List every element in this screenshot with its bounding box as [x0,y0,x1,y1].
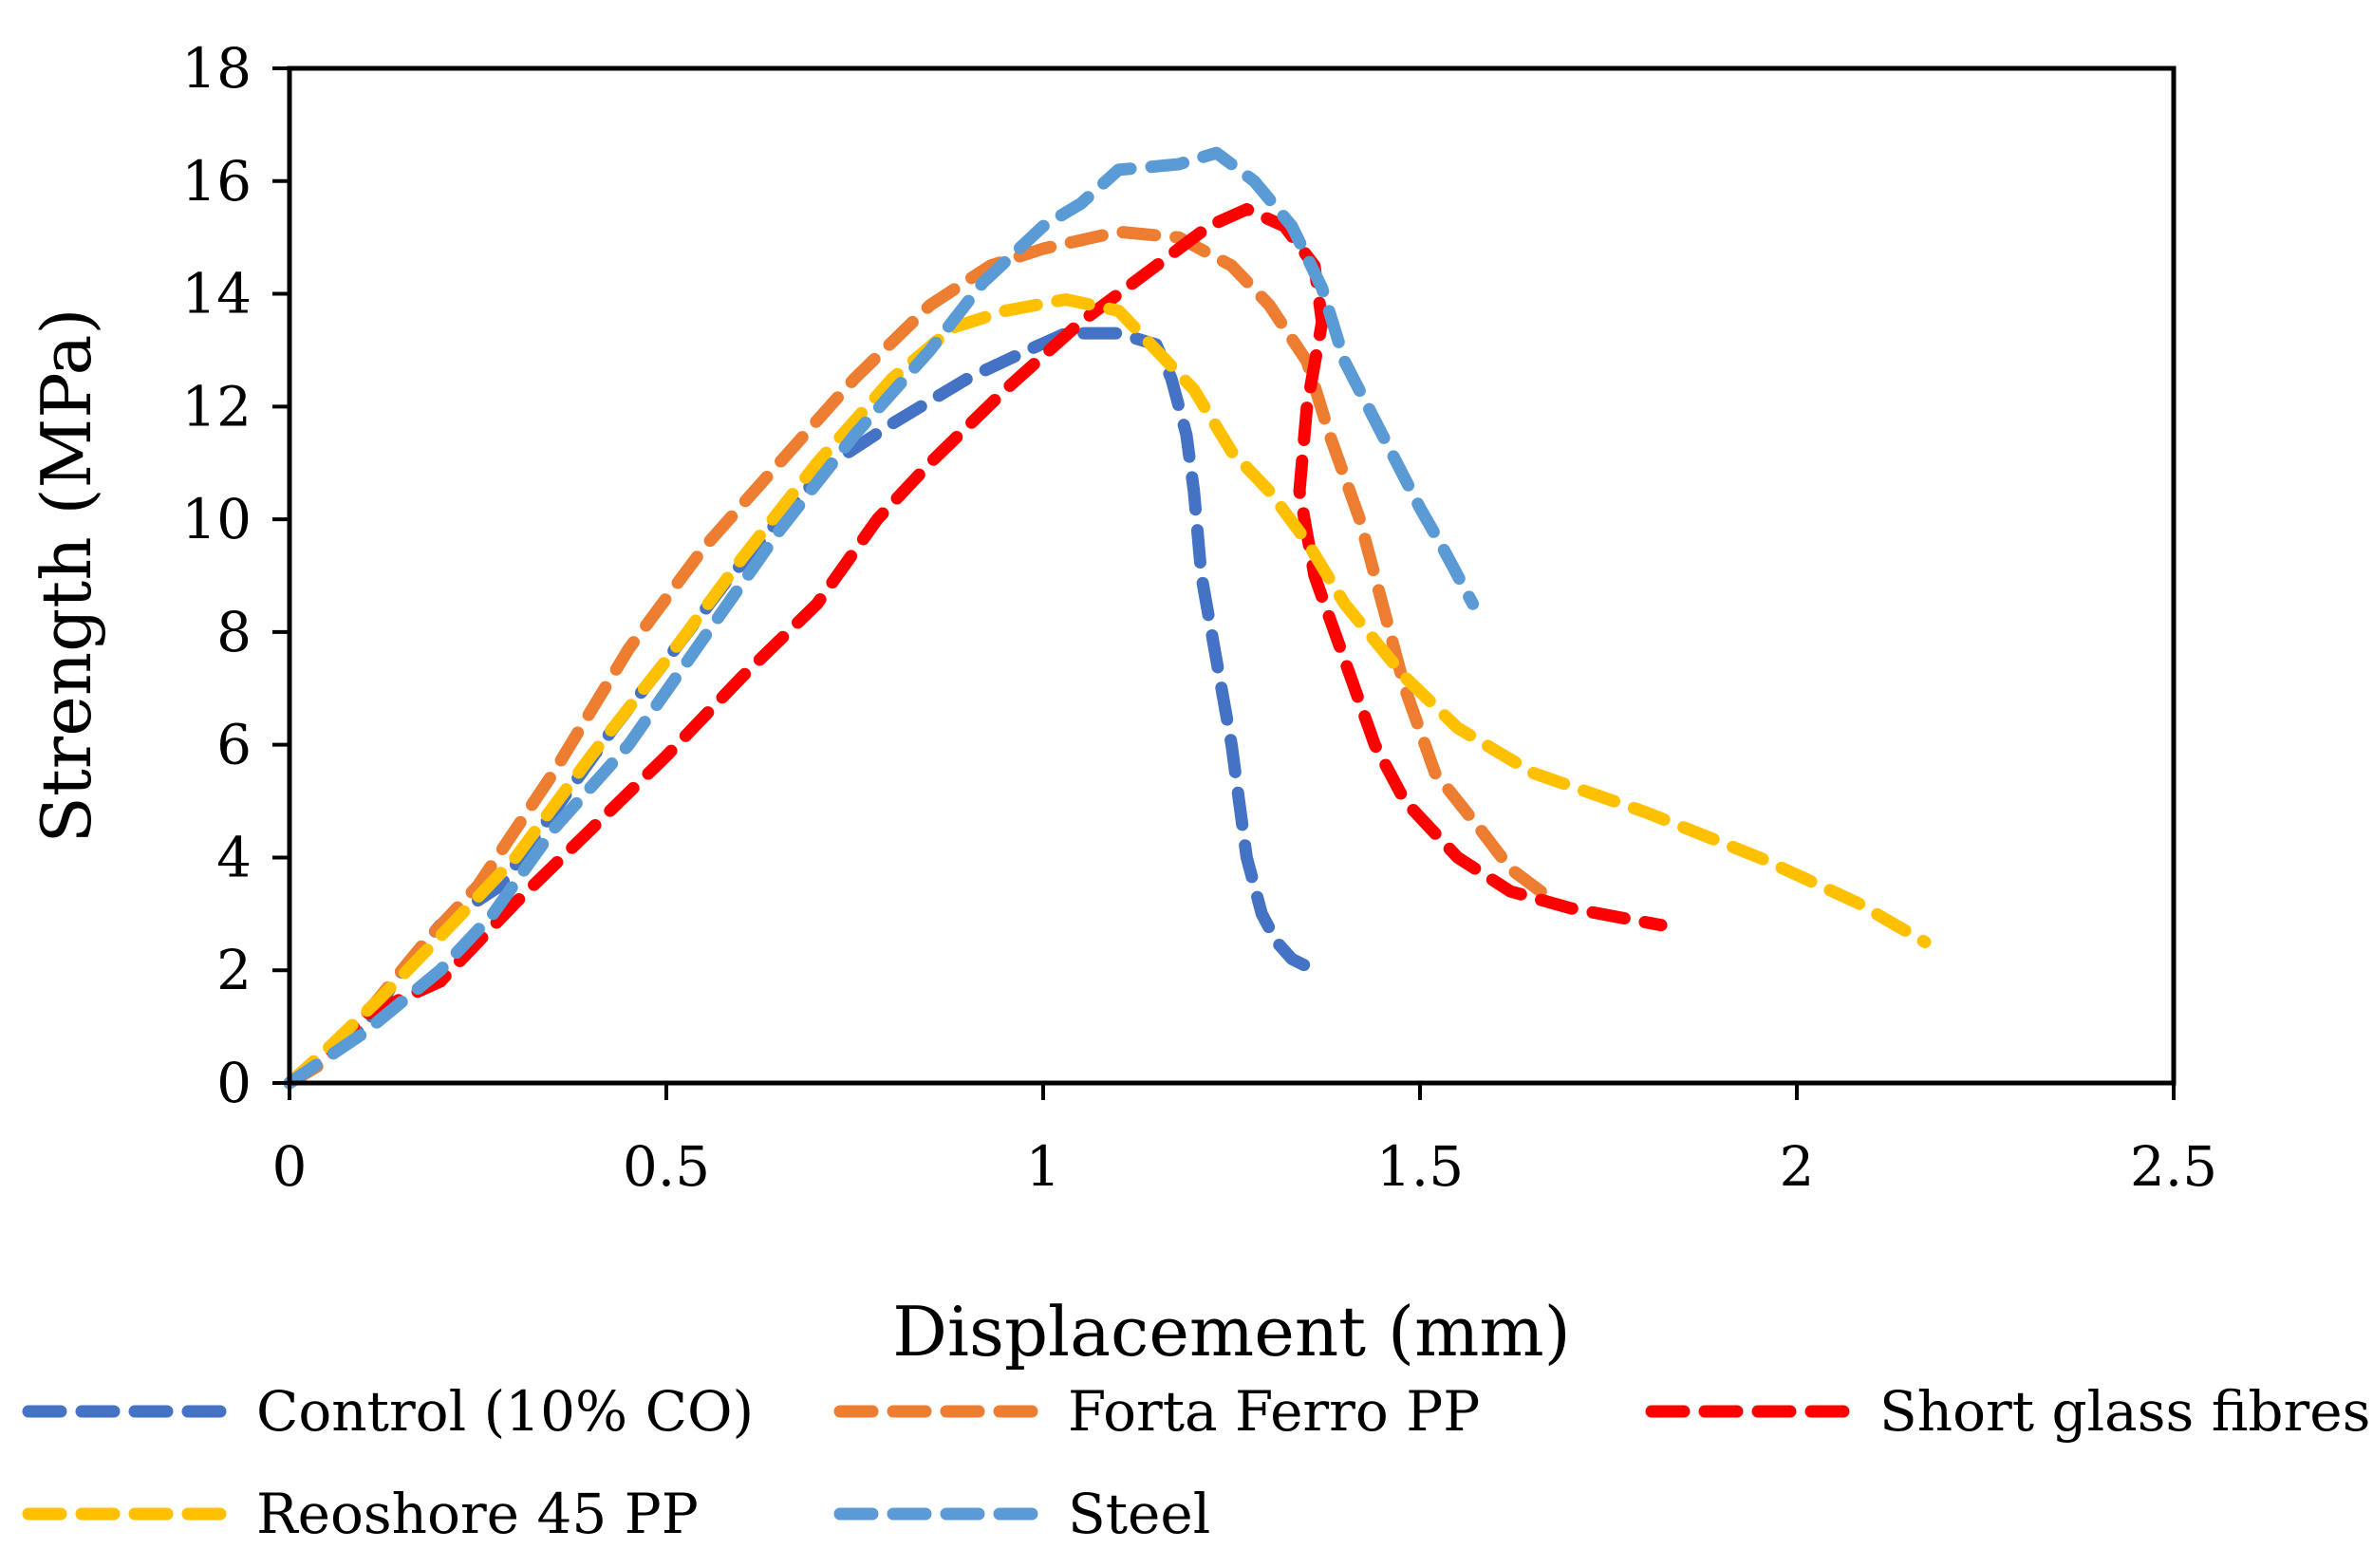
x-tick-label: 0 [272,1134,308,1199]
axes-layer: 0 0.5 1 1.5 2 2.5 0 2 4 6 8 10 12 14 16 18 [181,36,2217,1199]
x-tick-label: 1 [1026,1134,1061,1199]
x-tick-label: 2 [1780,1134,1815,1199]
plot-frame [287,65,2177,1086]
x-axis-title: Displacement (mm) [892,1292,1570,1372]
legend-label-control-10-co: Control (10% CO) [256,1379,754,1444]
y-axis-title: Strength (MPa) [27,308,106,844]
y-tick-label: 10 [181,487,252,551]
x-tick-label: 0.5 [623,1134,710,1199]
y-tick-label: 16 [181,149,252,214]
y-tick-label: 18 [181,36,252,101]
legend-label-forta-ferro-pp: Forta Ferro PP [1068,1379,1480,1444]
y-tick-label: 0 [216,1051,252,1115]
x-tick-label: 2.5 [2130,1134,2217,1199]
series-line-steel [283,146,1480,1090]
y-tick-label: 14 [181,262,252,327]
legend-label-reoshore-45-pp: Reoshore 45 PP [256,1482,699,1546]
legend-label-short-glass-fibres: Short glass fibres [1879,1379,2370,1444]
legend-label-steel: Steel [1068,1482,1210,1546]
y-tick-label: 8 [216,600,252,664]
series-layer [283,146,1932,1090]
series-line-reoshore-45-pp [283,293,1932,1090]
y-tick-label: 12 [181,374,252,439]
y-tick-label: 6 [216,713,252,777]
series-line-short-glass-fibres [283,203,1668,1090]
x-tick-label: 1.5 [1376,1134,1464,1199]
y-tick-label: 2 [216,938,252,1002]
legend: Control (10% CO) Forta Ferro PP Short glas… [22,1379,2370,1546]
series-line-forta-ferro-pp [283,225,1555,1090]
y-tick-label: 4 [216,825,252,889]
